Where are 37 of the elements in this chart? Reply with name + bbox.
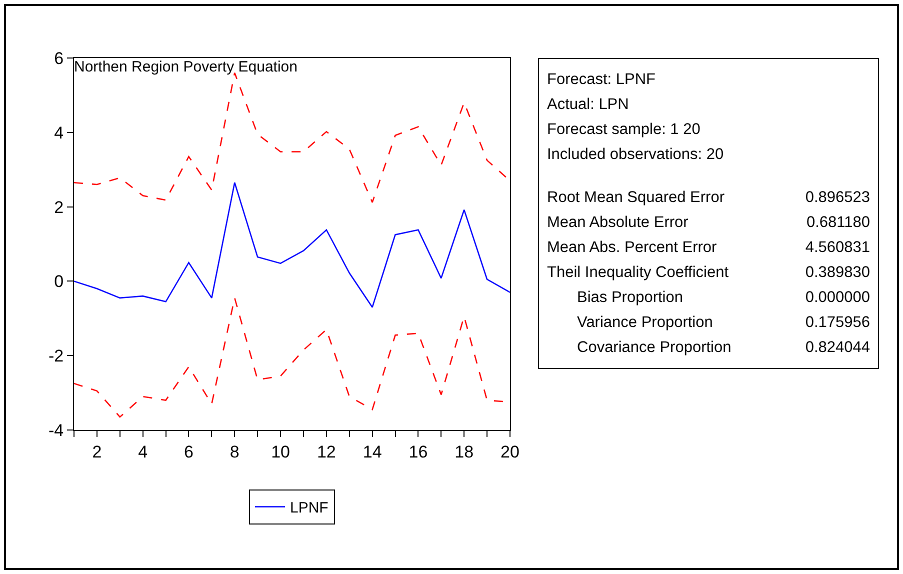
text: 0.681180 [806, 213, 870, 233]
text: 0.389830 [805, 263, 870, 283]
x-tick-label: 8 [230, 442, 240, 462]
x-tick-label: 10 [271, 442, 290, 462]
text: 0.824044 [805, 338, 870, 358]
legend-label: LPNF [290, 500, 328, 517]
x-tick-label: 12 [316, 442, 336, 462]
y-tick-label: -4 [48, 420, 64, 440]
text: Theil Inequality Coefficient [547, 263, 729, 283]
text: Forecast: LPNF [547, 70, 657, 90]
y-tick-label: -2 [48, 346, 64, 366]
text: Mean Absolute Error [547, 213, 688, 233]
x-tick-label: 20 [500, 442, 520, 462]
x-tick-label: 6 [184, 442, 194, 462]
text: 0.175956 [805, 313, 870, 333]
line-series [74, 182, 510, 308]
x-tick-label: 14 [362, 442, 382, 462]
text: 4.560831 [805, 238, 870, 258]
text: Bias Proportion [576, 288, 683, 308]
text: Root Mean Squared Error [547, 188, 724, 208]
text: Covariance Proportion [576, 338, 732, 358]
y-tick-label: 2 [54, 198, 64, 217]
x-tick-label: 4 [138, 442, 148, 462]
y-tick-label: 4 [54, 123, 64, 142]
text: Forecast sample: 1 20 [547, 120, 702, 140]
y-tick-label: 0 [54, 272, 64, 292]
text: Mean Abs. Percent Error [547, 238, 717, 258]
text: Actual: LPN [547, 95, 630, 115]
text: Variance Proportion [576, 313, 713, 333]
x-tick-label: 16 [408, 442, 428, 462]
x-tick-label: 2 [92, 442, 102, 462]
text: Included observations: 20 [547, 145, 725, 165]
text: 0.896523 [805, 188, 870, 208]
text: 0.000000 [805, 288, 870, 308]
x-tick-label: 18 [454, 442, 474, 462]
chart-title: Northen Region Poverty Equation [74, 58, 298, 76]
y-tick-label: 6 [54, 48, 64, 68]
